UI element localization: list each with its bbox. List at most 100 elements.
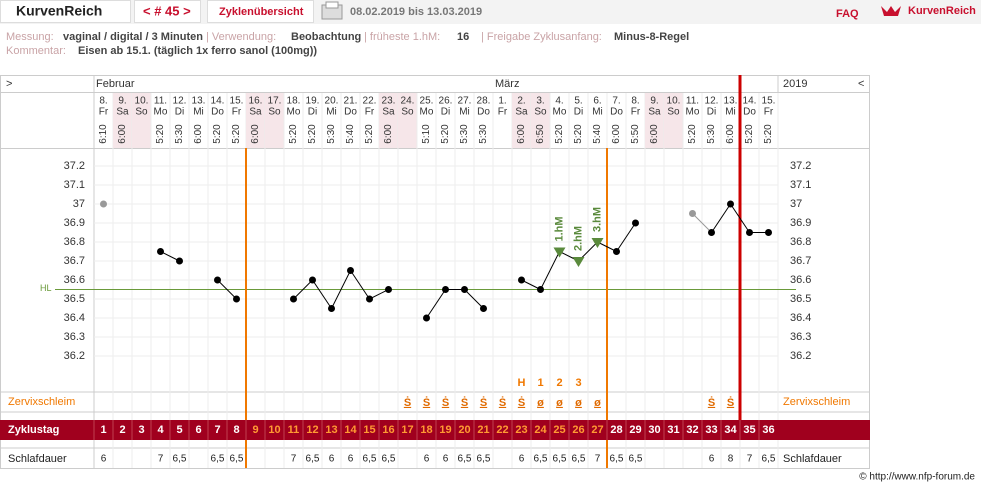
cycle-day: 13 (325, 424, 337, 436)
nav-left[interactable]: > (6, 78, 12, 90)
logo-icon (881, 6, 901, 16)
measure-time: 5:20 (212, 124, 223, 144)
day-number: 5. (574, 96, 582, 107)
info-value: 16 (457, 31, 469, 43)
measure-time: 5:30 (459, 124, 470, 144)
temp-line (369, 289, 389, 300)
day-number: 10. (135, 96, 149, 107)
day-number: 11. (686, 96, 699, 107)
weekday: Fr (498, 107, 508, 118)
y-tick-label: 36.3 (64, 331, 85, 343)
measure-time: 5:20 (763, 124, 774, 144)
y-tick-label-right: 37 (790, 198, 802, 210)
temp-line (293, 279, 313, 300)
sleep-label: Schlafdauer (8, 453, 67, 465)
cycle-day: 9 (252, 424, 258, 436)
weekday: Mo (154, 107, 168, 118)
info-label: | Freigabe Zyklusanfang: (481, 31, 602, 43)
day-number: 22. (363, 96, 377, 107)
info-value: vaginal / digital / 3 Minuten (63, 31, 203, 43)
weekday: So (667, 107, 680, 118)
day-number: 14. (211, 96, 225, 107)
mucus-entry: Ṡ (423, 396, 430, 409)
temp-high-point (591, 238, 604, 248)
cycle-day: 16 (382, 424, 394, 436)
y-tick-label-right: 36.8 (790, 236, 811, 248)
temp-point (708, 229, 715, 236)
day-number: 25. (420, 96, 434, 107)
weekday: Mi (725, 107, 736, 118)
weekday: So (401, 107, 414, 118)
cycle-day: 35 (743, 424, 755, 436)
y-tick-label: 36.8 (64, 236, 85, 248)
overview-link[interactable]: Zyklenübersicht (219, 6, 304, 18)
measure-time: 6:10 (98, 124, 109, 144)
mucus-entry: Ṡ (480, 396, 487, 409)
day-number: 24. (401, 96, 415, 107)
measure-time: 5:20 (364, 124, 375, 144)
day-number: 16. (249, 96, 263, 107)
temp-point (347, 267, 354, 274)
temp-line (521, 279, 541, 290)
info-value: Minus-8-Regel (614, 31, 689, 43)
weekend-shade (664, 93, 683, 148)
weekday: Mo (420, 107, 434, 118)
mucus-entry: Ṡ (404, 396, 411, 409)
temp-point (765, 229, 772, 236)
mucus-entry: ø (575, 397, 582, 409)
sleep-value: 6,5 (306, 454, 320, 465)
weekday: Fr (232, 107, 242, 118)
day-number: 9. (650, 96, 658, 107)
mucus-entry: Ṡ (461, 396, 468, 409)
day-number: 8. (99, 96, 107, 107)
temp-point (233, 295, 240, 303)
y-tick-label-right: 36.4 (790, 312, 811, 324)
cycle-day: 8 (233, 424, 239, 436)
weekday: So (135, 107, 148, 118)
temp-line (692, 213, 712, 233)
temp-line (426, 289, 446, 319)
high-label: 1.hM (553, 216, 565, 241)
cycle-label: Zyklustag (8, 424, 59, 436)
day-number: 8. (631, 96, 639, 107)
sleep-value: 6,5 (211, 454, 225, 465)
weekend-shade (512, 93, 531, 148)
sleep-value: 7 (595, 454, 601, 465)
weekend-shade (398, 93, 417, 148)
temp-point (613, 248, 620, 255)
y-tick-label-right: 37.1 (790, 179, 811, 191)
faq-link[interactable]: FAQ (836, 8, 859, 20)
temp-point (100, 200, 107, 208)
y-tick-label-right: 36.9 (790, 217, 811, 229)
measure-time: 6:00 (516, 124, 527, 144)
cycle-nav[interactable]: < # 45 > (143, 3, 191, 18)
weekday: Mi (459, 107, 470, 118)
sleep-value: 7 (158, 454, 164, 465)
cycle-day: 11 (288, 424, 300, 436)
day-number: 14. (743, 96, 757, 107)
mucus-entry: ø (594, 397, 601, 409)
cycle-day: 22 (496, 424, 508, 436)
day-number: 1. (498, 96, 506, 107)
measure-time: 5:30 (478, 124, 489, 144)
weekday: Mi (326, 107, 337, 118)
temp-point (214, 276, 221, 284)
weekday: Fr (764, 107, 774, 118)
cycle-day: 26 (572, 424, 584, 436)
sleep-value: 7 (291, 454, 297, 465)
peak-marker: 1 (537, 377, 543, 389)
temp-line (160, 251, 180, 262)
cycle-day: 28 (610, 424, 622, 436)
sleep-value: 7 (747, 454, 753, 465)
cycle-day: 21 (477, 424, 489, 436)
y-tick-label: 37.2 (64, 160, 85, 172)
coverline-label: HL (40, 283, 52, 293)
nav-right[interactable]: < (858, 78, 864, 90)
info-label: | früheste 1.hM: (364, 31, 440, 43)
nav-box[interactable] (134, 0, 201, 23)
day-number: 19. (306, 96, 320, 107)
overview-box[interactable] (207, 0, 314, 23)
measure-time: 5:50 (630, 124, 641, 144)
day-number: 28. (477, 96, 491, 107)
